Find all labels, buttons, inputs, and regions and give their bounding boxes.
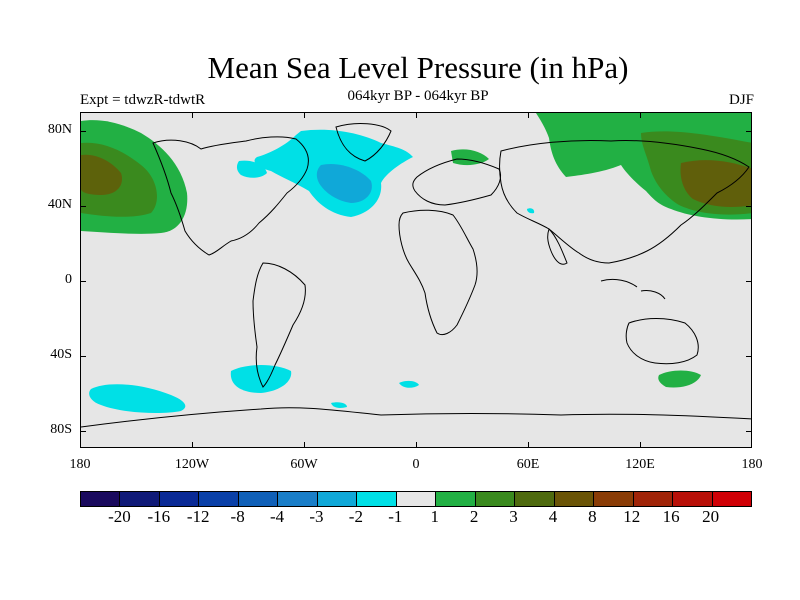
india-coast [547,228,568,265]
pressure-map [81,113,751,428]
colorbar-swatch [712,492,751,506]
lat-tick [746,206,752,207]
lon-tick [640,112,641,118]
lat-label-80s: 80S [50,422,72,437]
experiment-label: Expt = tdwzR-tdwtR [80,92,206,108]
colorbar-swatch [238,492,279,506]
period-label: 064kyr BP - 064kyr BP [347,88,489,104]
colorbar-label: 16 [662,507,680,526]
colorbar-swatch [436,492,476,506]
lat-tick [746,131,752,132]
colorbar-swatch [81,492,121,506]
lon-tick [528,442,529,448]
chart-title: Mean Sea Level Pressure (in hPa) [207,50,629,85]
colorbar-swatch [159,492,200,506]
north-atlantic-low-core [316,163,372,203]
south-america-coast [252,262,306,388]
lon-label-180e: 180 [741,457,763,472]
colorbar-swatch [594,492,634,506]
south-pacific-low [230,365,292,393]
colorbar-swatch [317,492,358,506]
season-label: DJF [728,92,754,108]
weddell-low-small [331,402,347,408]
lat-tick [80,431,86,432]
lat-label-40n: 40N [47,197,72,212]
colorbar-swatch [199,492,239,506]
eurasian-high-inner [680,160,751,207]
colorbar-label: -1 [388,507,403,526]
hudson-low [236,160,267,178]
lon-label-180w: 180 [69,457,91,472]
colorbar-label: -8 [230,507,245,526]
lon-label-120e: 120E [625,457,655,472]
colorbar-label: -3 [309,507,324,526]
lon-label-60w: 60W [290,457,318,472]
lon-tick [304,442,305,448]
colorbar-swatch [396,492,437,506]
colorbar-label: -2 [348,507,363,526]
lat-label-0: 0 [65,272,72,287]
colorbar-label: 1 [430,507,439,526]
lon-tick [192,442,193,448]
positive-anomaly-fields [81,113,751,388]
lon-tick [640,442,641,448]
coastlines [81,123,751,428]
colorbar-swatch [633,492,674,506]
colorbar-label: -12 [186,507,210,526]
south-atlantic-low-small [399,380,419,388]
colorbar-label: -16 [147,507,171,526]
colorbar-label: 8 [588,507,597,526]
colorbar-label: 2 [469,507,479,526]
lon-label-120w: 120W [174,457,210,472]
lon-tick [528,112,529,118]
colorbar-label: 3 [509,507,518,526]
europe-coast [412,158,502,206]
lon-tick [416,442,417,448]
lat-label-40s: 40S [50,347,72,362]
lat-tick [80,356,86,357]
lon-tick [304,112,305,118]
lon-tick [192,112,193,118]
lat-tick [746,281,752,282]
lon-label-60e: 60E [516,457,540,472]
africa-coast [398,209,478,336]
colorbar-label: -20 [108,507,131,526]
antarctica-coast [81,407,751,428]
colorbar-swatch [120,492,160,506]
colorbar-swatch [475,492,516,506]
lat-tick [746,356,752,357]
colorbar-label: 12 [623,507,641,526]
lat-tick [80,206,86,207]
north-america-coast [152,136,309,256]
greenland-coast [335,123,392,162]
colorbar [80,491,752,507]
colorbar-swatch [357,492,397,506]
lat-tick [746,431,752,432]
indonesia-coast [600,278,666,300]
colorbar-swatch [673,492,713,506]
scandinavia-high [451,149,489,166]
australia-coast [625,318,699,365]
colorbar-swatch [515,492,555,506]
pacific-high-west-inner [81,154,123,195]
colorbar-label: -4 [269,507,285,526]
lon-label-0: 0 [412,457,420,472]
asia-coast [499,139,750,264]
negative-anomaly-fields [89,129,535,413]
map-panel [80,112,752,448]
lat-tick [80,281,86,282]
southern-ocean-low-west [89,384,186,413]
lat-label-80n: 80N [47,122,72,137]
southern-ocean-high [658,370,701,388]
lon-tick [416,112,417,118]
colorbar-label: 20 [702,507,720,526]
colorbar-label: 4 [548,507,558,526]
colorbar-swatch [554,492,595,506]
lon-tick [80,442,81,448]
arabian-low-small [527,208,535,214]
colorbar-swatch [278,492,318,506]
lat-tick [80,131,86,132]
